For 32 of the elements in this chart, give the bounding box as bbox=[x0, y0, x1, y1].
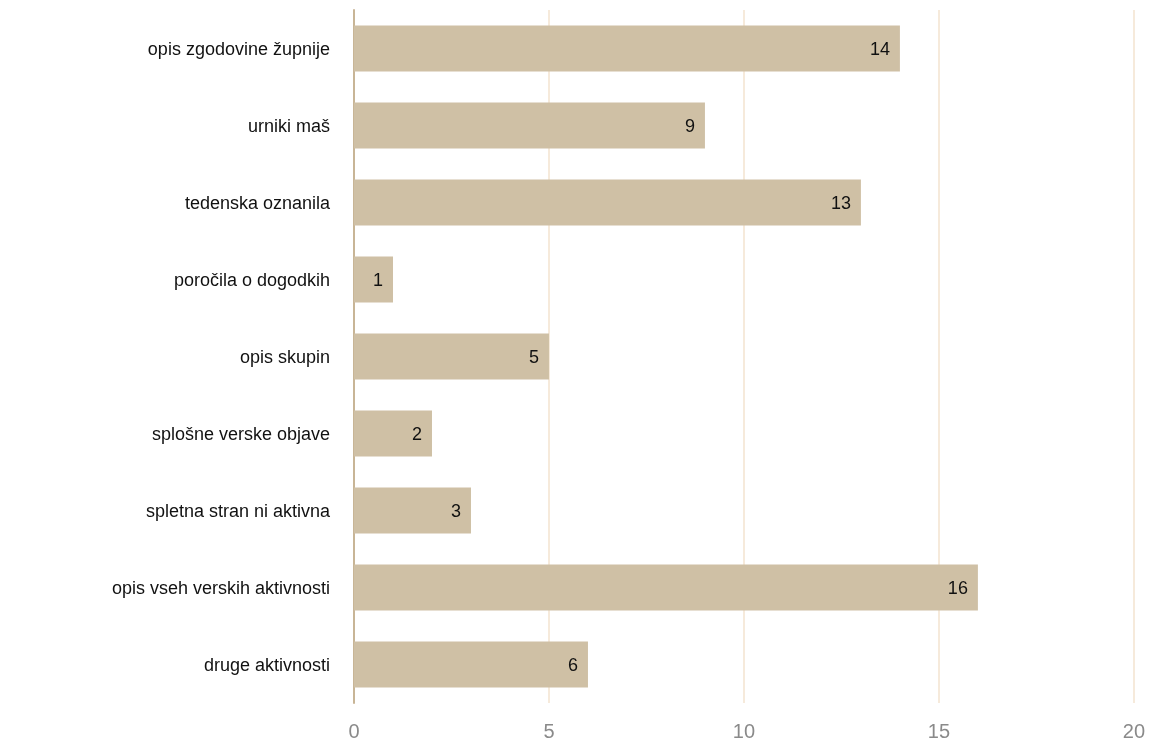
data-label: 9 bbox=[684, 115, 695, 136]
bar bbox=[354, 641, 588, 688]
data-label: 13 bbox=[830, 192, 851, 213]
bar bbox=[354, 564, 978, 611]
y-tick-label: urniki maš bbox=[247, 115, 330, 136]
bar bbox=[354, 179, 861, 226]
bar bbox=[354, 102, 705, 149]
y-tick-label: opis skupin bbox=[239, 346, 330, 367]
bar bbox=[354, 256, 393, 303]
y-tick-label: spletna stran ni aktivna bbox=[145, 500, 331, 521]
data-label: 16 bbox=[947, 577, 968, 598]
bar bbox=[354, 25, 900, 72]
data-label: 5 bbox=[528, 346, 539, 367]
y-tick-label: opis vseh verskih aktivnosti bbox=[111, 577, 330, 598]
data-label: 6 bbox=[567, 654, 578, 675]
bar bbox=[354, 333, 549, 380]
data-label: 3 bbox=[450, 500, 461, 521]
bar bbox=[354, 410, 432, 457]
y-tick-label: opis zgodovine župnije bbox=[147, 38, 330, 59]
y-tick-label: tedenska oznanila bbox=[184, 192, 331, 213]
bar bbox=[354, 487, 471, 534]
y-tick-label: splošne verske objave bbox=[151, 423, 330, 444]
x-tick-label: 10 bbox=[732, 720, 756, 742]
x-tick-label: 5 bbox=[543, 720, 555, 742]
y-tick-label: poročila o dogodkih bbox=[173, 269, 330, 290]
y-tick-label: druge aktivnosti bbox=[203, 654, 330, 675]
x-tick-label: 0 bbox=[348, 720, 360, 742]
data-label: 14 bbox=[869, 38, 890, 59]
x-tick-label: 20 bbox=[1122, 720, 1145, 742]
data-label: 1 bbox=[372, 269, 383, 290]
x-tick-label: 15 bbox=[927, 720, 951, 742]
data-label: 2 bbox=[411, 423, 422, 444]
